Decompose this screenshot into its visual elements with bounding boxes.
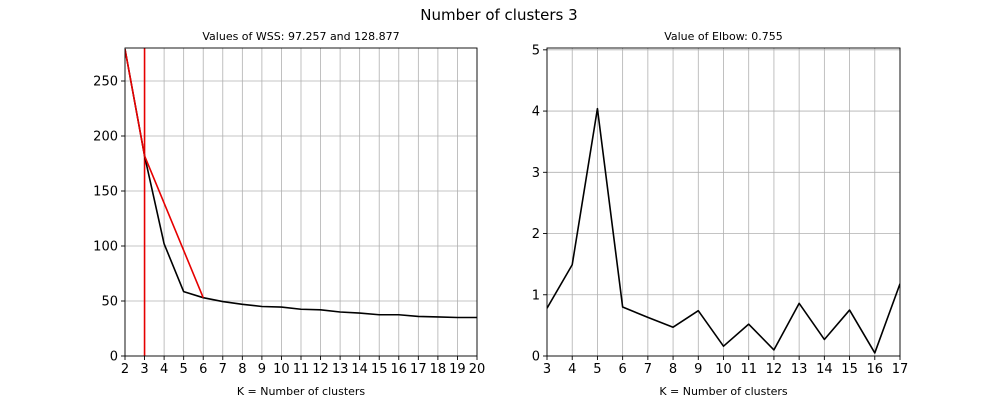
plot-area <box>547 107 900 354</box>
x-tick-label: 11 <box>293 362 310 377</box>
x-tick-label: 7 <box>219 362 227 377</box>
x-tick-label: 9 <box>694 362 702 377</box>
x-tick-label: 3 <box>543 362 551 377</box>
wss-chart: 2 3 4 5 6 7 8 9 10 11 12 13 14 15 16 17 18 19 200501001502… <box>93 30 485 398</box>
x-tick-label: 6 <box>619 362 627 377</box>
x-tick-label: 8 <box>669 362 677 377</box>
x-tick-label: 12 <box>766 362 783 377</box>
y-tick-label: 100 <box>93 240 118 255</box>
x-tick-label: 19 <box>449 362 466 377</box>
x-tick-label: 12 <box>312 362 329 377</box>
y-tick-label: 4 <box>532 105 540 120</box>
x-tick-label: 10 <box>715 362 732 377</box>
y-tick-label: 50 <box>101 295 118 310</box>
x-tick-label: 10 <box>273 362 290 377</box>
y-tick-label: 0 <box>110 350 118 365</box>
x-axis-label: K = Number of clusters <box>659 385 788 398</box>
x-tick-label: 3 <box>140 362 148 377</box>
chart-title: Values of WSS: 97.257 and 128.877 <box>202 30 399 43</box>
series-line-1 <box>125 48 204 299</box>
x-tick-label: 4 <box>568 362 576 377</box>
x-tick-label: 18 <box>430 362 447 377</box>
x-tick-label: 15 <box>841 362 858 377</box>
y-tick-label: 1 <box>532 288 540 303</box>
x-tick-label: 9 <box>258 362 266 377</box>
y-tick-label: 250 <box>93 75 118 90</box>
x-tick-label: 13 <box>332 362 349 377</box>
y-tick-label: 150 <box>93 185 118 200</box>
x-tick-label: 13 <box>791 362 808 377</box>
x-tick-label: 15 <box>371 362 388 377</box>
x-tick-label: 6 <box>199 362 207 377</box>
plot-area <box>125 48 477 356</box>
x-tick-label: 16 <box>391 362 408 377</box>
x-axis-label: K = Number of clusters <box>237 385 366 398</box>
x-tick-label: 16 <box>867 362 884 377</box>
x-tick-label: 4 <box>160 362 168 377</box>
x-tick-label: 2 <box>121 362 129 377</box>
x-tick-label: 20 <box>469 362 486 377</box>
figure-suptitle: Number of clusters 3 <box>420 6 577 24</box>
x-tick-label: 8 <box>238 362 246 377</box>
x-tick-label: 7 <box>644 362 652 377</box>
x-tick-label: 17 <box>892 362 909 377</box>
x-tick-label: 5 <box>180 362 188 377</box>
y-tick-label: 200 <box>93 130 118 145</box>
x-tick-label: 11 <box>740 362 757 377</box>
x-tick-label: 14 <box>816 362 833 377</box>
x-tick-label: 5 <box>593 362 601 377</box>
y-tick-label: 0 <box>532 350 540 365</box>
y-tick-label: 5 <box>532 43 540 58</box>
x-tick-label: 17 <box>410 362 427 377</box>
y-tick-label: 2 <box>532 227 540 242</box>
x-tick-label: 14 <box>351 362 368 377</box>
series-line-0 <box>547 107 900 354</box>
y-tick-label: 3 <box>532 166 540 181</box>
series-line-0 <box>125 48 477 319</box>
chart-title: Value of Elbow: 0.755 <box>664 30 783 43</box>
